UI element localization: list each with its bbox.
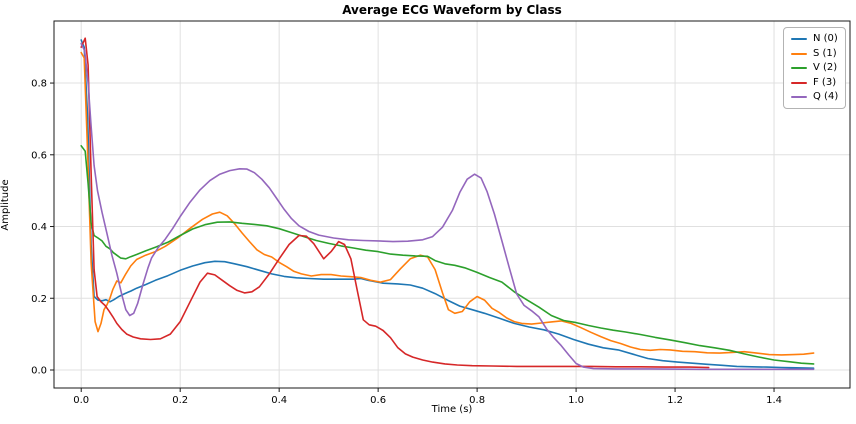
legend-item-f: F (3)	[791, 76, 838, 88]
series-line-q	[80, 42, 815, 371]
legend-label: F (3)	[813, 76, 837, 88]
legend-line-swatch	[791, 96, 807, 98]
y-tick-label: 0.8	[31, 79, 47, 90]
y-axis-label: Amplitude	[0, 179, 11, 231]
chart-title: Average ECG Waveform by Class	[342, 3, 562, 17]
legend-item-n: N (0)	[791, 34, 838, 44]
legend-item-s: S (1)	[791, 47, 838, 59]
x-axis-label: Time (s)	[431, 404, 473, 415]
x-tick-label: 1.4	[766, 395, 782, 406]
series-line-f	[80, 37, 710, 369]
series-line-s	[80, 51, 815, 356]
plot-border	[53, 20, 851, 389]
x-tick-label: 1.0	[568, 395, 584, 406]
legend-label: V (2)	[813, 62, 838, 73]
legend-item-v: V (2)	[791, 63, 838, 73]
y-tick-label: 0.4	[31, 222, 47, 233]
series-line-n	[80, 39, 815, 369]
legend-item-q: Q (4)	[791, 92, 838, 102]
legend-line-swatch	[791, 81, 807, 84]
y-tick-label: 0.0	[31, 365, 47, 376]
legend-label: Q (4)	[813, 91, 839, 102]
legend-line-swatch	[791, 38, 807, 40]
x-tick-label: 0.4	[271, 395, 287, 406]
x-tick-label: 0.6	[370, 395, 386, 406]
x-tick-label: 0.0	[73, 395, 89, 406]
x-tick-label: 1.2	[667, 395, 683, 406]
legend-label: S (1)	[813, 47, 837, 59]
y-tick-label: 0.6	[31, 150, 47, 161]
series-line-v	[80, 145, 815, 365]
x-tick-label: 0.8	[469, 395, 485, 406]
legend-line-swatch	[791, 67, 807, 69]
y-tick-label: 0.2	[31, 294, 47, 305]
legend: N (0) S (1) V (2) F (3) Q (4)	[783, 27, 847, 109]
x-tick-label: 0.2	[172, 395, 188, 406]
legend-line-swatch	[791, 52, 807, 55]
legend-label: N (0)	[813, 33, 838, 44]
